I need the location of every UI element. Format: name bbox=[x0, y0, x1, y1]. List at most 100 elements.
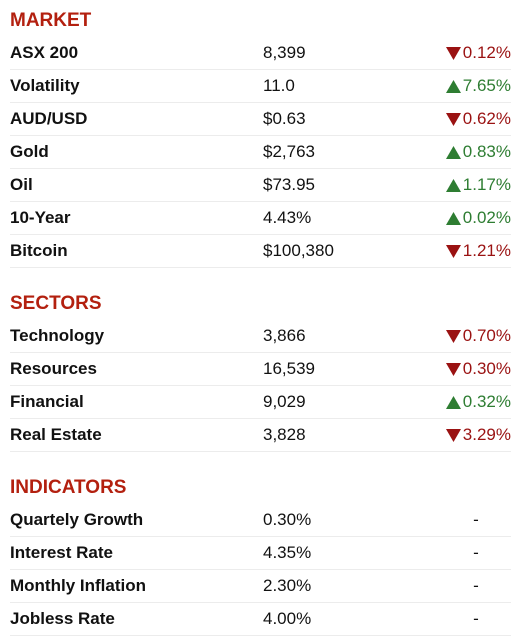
down-arrow bbox=[445, 362, 461, 376]
section-title: SECTORS bbox=[10, 293, 102, 314]
row-value: $2,763 bbox=[263, 142, 315, 161]
row-value: $73.95 bbox=[263, 175, 315, 194]
row: Bitcoin $100,380 1.21% bbox=[10, 235, 511, 268]
row-name: Monthly Inflation bbox=[10, 576, 146, 595]
row: Real Estate 3,828 3.29% bbox=[10, 419, 511, 452]
row: Volatility 11.0 7.65% bbox=[10, 70, 511, 103]
down-arrow bbox=[445, 46, 461, 60]
up-arrow bbox=[445, 79, 461, 93]
change: 3.29% bbox=[401, 425, 511, 445]
row-name: Quartely Growth bbox=[10, 510, 144, 529]
change-text: - bbox=[473, 609, 479, 628]
change-text: 1.17% bbox=[462, 175, 511, 194]
up-arrow bbox=[445, 145, 461, 159]
arrow-shape bbox=[445, 362, 461, 376]
change: 0.62% bbox=[401, 109, 511, 129]
section-title: MARKET bbox=[10, 10, 92, 31]
arrow-shape bbox=[445, 79, 461, 93]
row-value: 4.35% bbox=[263, 543, 312, 562]
up-arrow bbox=[445, 211, 461, 225]
row-value: 3,828 bbox=[263, 425, 306, 444]
change: 0.32% bbox=[401, 392, 511, 412]
row: Resources 16,539 0.30% bbox=[10, 353, 511, 386]
section: MARKET ASX 200 8,399 0.12% Volatility 11.0 7.6… bbox=[10, 4, 511, 268]
row-value: 0.30% bbox=[263, 510, 312, 529]
row-name: Gold bbox=[10, 142, 49, 161]
row: Gold $2,763 0.83% bbox=[10, 136, 511, 169]
change-text: 1.21% bbox=[462, 241, 511, 260]
change: - bbox=[401, 543, 511, 563]
up-arrow bbox=[445, 395, 461, 409]
row-value: 3,866 bbox=[263, 326, 306, 345]
row: Monthly Inflation 2.30% - bbox=[10, 570, 511, 603]
change-text: 0.12% bbox=[462, 43, 511, 62]
row-name: Technology bbox=[10, 326, 105, 345]
row: 10-Year 4.43% 0.02% bbox=[10, 202, 511, 235]
change-text: 0.70% bbox=[462, 326, 511, 345]
arrow-shape bbox=[445, 145, 461, 159]
change-text: - bbox=[473, 576, 479, 595]
down-arrow bbox=[445, 112, 461, 126]
row: Quartely Growth 0.30% - bbox=[10, 504, 511, 537]
row-value: 4.00% bbox=[263, 609, 312, 628]
change: 0.12% bbox=[401, 43, 511, 63]
row-value: 2.30% bbox=[263, 576, 312, 595]
change: 0.70% bbox=[401, 326, 511, 346]
row-name: Bitcoin bbox=[10, 241, 68, 260]
change-text: 0.02% bbox=[462, 208, 511, 227]
row: AUD/USD $0.63 0.62% bbox=[10, 103, 511, 136]
row: Interest Rate 4.35% - bbox=[10, 537, 511, 570]
arrow-shape bbox=[445, 329, 461, 343]
row-name: Real Estate bbox=[10, 425, 102, 444]
row-name: Oil bbox=[10, 175, 33, 194]
arrow-shape bbox=[445, 244, 461, 258]
arrow-shape bbox=[445, 178, 461, 192]
row: Financial 9,029 0.32% bbox=[10, 386, 511, 419]
arrow-shape bbox=[445, 211, 461, 225]
row-name: 10-Year bbox=[10, 208, 71, 227]
section: INDICATORS Quartely Growth 0.30% - Interest … bbox=[10, 471, 511, 636]
row-value: $0.63 bbox=[263, 109, 306, 128]
row: Jobless Rate 4.00% - bbox=[10, 603, 511, 636]
change: - bbox=[401, 609, 511, 629]
row-name: Financial bbox=[10, 392, 84, 411]
change-text: 0.83% bbox=[462, 142, 511, 161]
down-arrow bbox=[445, 244, 461, 258]
change-text: 3.29% bbox=[462, 425, 511, 444]
row-name: Volatility bbox=[10, 76, 80, 95]
arrow-shape bbox=[445, 395, 461, 409]
arrow-shape bbox=[445, 428, 461, 442]
change: 0.83% bbox=[401, 142, 511, 162]
change: 1.21% bbox=[401, 241, 511, 261]
section: SECTORS Technology 3,866 0.70% Resources 16,5… bbox=[10, 287, 511, 452]
row-value: 9,029 bbox=[263, 392, 306, 411]
row-value: 8,399 bbox=[263, 43, 306, 62]
row-value: 4.43% bbox=[263, 208, 312, 227]
change-text: 0.62% bbox=[462, 109, 511, 128]
row: Oil $73.95 1.17% bbox=[10, 169, 511, 202]
change: 1.17% bbox=[401, 175, 511, 195]
row-name: Interest Rate bbox=[10, 543, 113, 562]
change: - bbox=[401, 576, 511, 596]
arrow-shape bbox=[445, 46, 461, 60]
row-name: ASX 200 bbox=[10, 43, 79, 62]
change: 7.65% bbox=[401, 76, 511, 96]
change-text: 0.30% bbox=[462, 359, 511, 378]
row-name: AUD/USD bbox=[10, 109, 88, 128]
row-value: 16,539 bbox=[263, 359, 315, 378]
up-arrow bbox=[445, 178, 461, 192]
change: - bbox=[401, 510, 511, 530]
change: 0.02% bbox=[401, 208, 511, 228]
row-name: Jobless Rate bbox=[10, 609, 115, 628]
row-name: Resources bbox=[10, 359, 97, 378]
down-arrow bbox=[445, 329, 461, 343]
arrow-shape bbox=[445, 112, 461, 126]
section-title: INDICATORS bbox=[10, 477, 127, 498]
change-text: - bbox=[473, 510, 479, 529]
change-text: 0.32% bbox=[462, 392, 511, 411]
row-value: $100,380 bbox=[263, 241, 334, 260]
change-text: - bbox=[473, 543, 479, 562]
row: ASX 200 8,399 0.12% bbox=[10, 37, 511, 70]
